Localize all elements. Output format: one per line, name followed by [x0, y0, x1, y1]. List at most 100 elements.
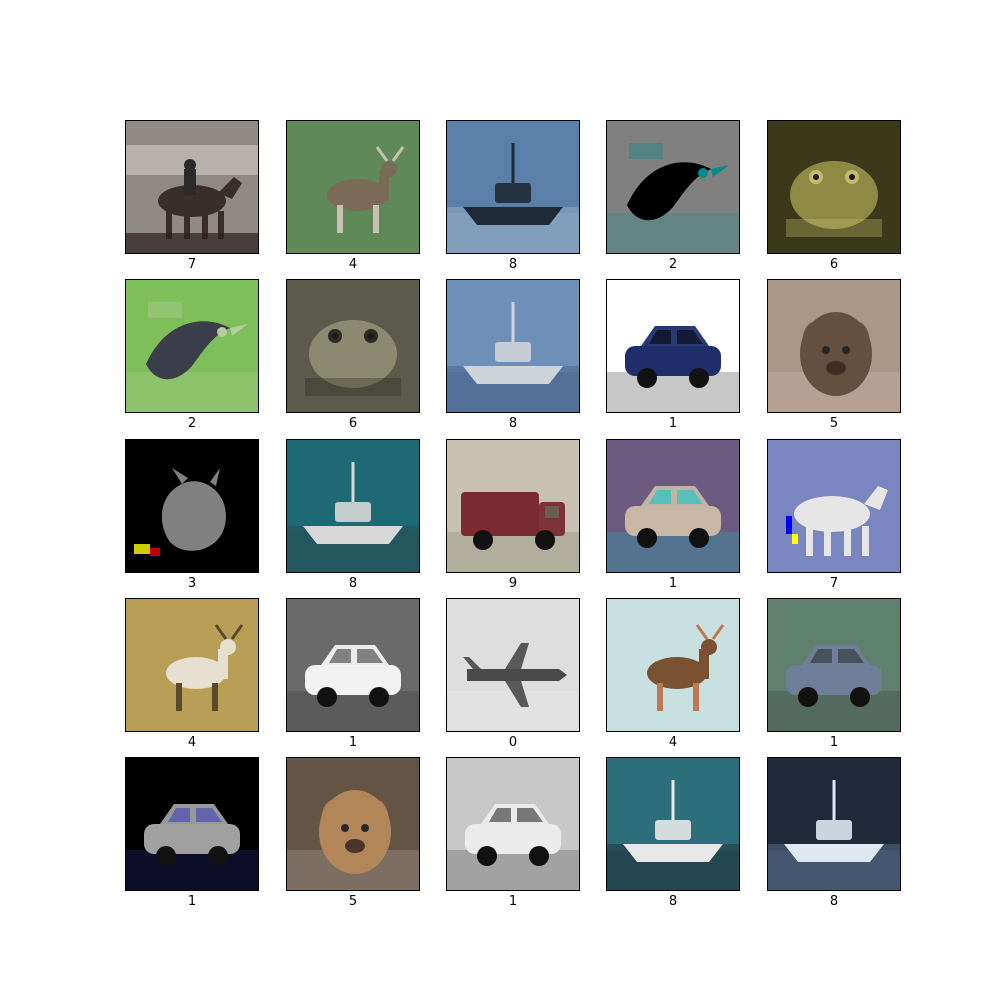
thumbnail-image — [125, 120, 259, 254]
class-label: 6 — [829, 257, 839, 272]
horse-rider-image — [126, 121, 258, 253]
class-label: 1 — [829, 735, 839, 750]
class-label: 5 — [829, 416, 839, 431]
ship-image — [768, 758, 900, 890]
grid-cell: 1 — [125, 757, 259, 912]
thumbnail-image — [125, 598, 259, 732]
frog-image — [768, 121, 900, 253]
thumbnail-image — [446, 757, 580, 891]
car-image — [607, 280, 739, 412]
grid-cell: 8 — [446, 279, 580, 434]
grid-cell: 4 — [286, 120, 420, 275]
grid-cell: 1 — [606, 439, 740, 594]
grid-cell: 3 — [125, 439, 259, 594]
class-label: 1 — [508, 894, 518, 909]
class-label: 8 — [829, 894, 839, 909]
grid-cell: 6 — [286, 279, 420, 434]
car-image — [287, 599, 419, 731]
grid-cell: 0 — [446, 598, 580, 753]
horse-image — [768, 440, 900, 572]
grid-cell: 4 — [125, 598, 259, 753]
cat-image — [126, 440, 258, 572]
ship-image — [447, 121, 579, 253]
grid-cell: 5 — [767, 279, 901, 434]
thumbnail-image — [767, 598, 901, 732]
thumbnail-image — [606, 279, 740, 413]
class-label: 8 — [508, 257, 518, 272]
car-image — [447, 758, 579, 890]
class-label: 4 — [348, 257, 358, 272]
thumbnail-image — [606, 439, 740, 573]
class-label: 7 — [829, 576, 839, 591]
class-label: 9 — [508, 576, 518, 591]
thumbnail-image — [446, 120, 580, 254]
grid-cell: 7 — [125, 120, 259, 275]
airplane-image — [447, 599, 579, 731]
grid-cell: 1 — [606, 279, 740, 434]
grid-cell: 9 — [446, 439, 580, 594]
grid-cell: 2 — [606, 120, 740, 275]
thumbnail-image — [125, 757, 259, 891]
grid-cell: 7 — [767, 439, 901, 594]
dog-image — [768, 280, 900, 412]
grid-cell: 8 — [606, 757, 740, 912]
thumbnail-image — [446, 279, 580, 413]
bird-image — [607, 121, 739, 253]
grid-cell: 8 — [286, 439, 420, 594]
thumbnail-image — [125, 439, 259, 573]
class-label: 6 — [348, 416, 358, 431]
class-label: 3 — [187, 576, 197, 591]
class-label: 2 — [187, 416, 197, 431]
deer-image — [287, 121, 419, 253]
thumbnail-image — [767, 279, 901, 413]
grid-cell: 1 — [446, 757, 580, 912]
thumbnail-image — [606, 757, 740, 891]
thumbnail-image — [446, 598, 580, 732]
ship-image — [287, 440, 419, 572]
thumbnail-image — [286, 120, 420, 254]
thumbnail-image — [767, 120, 901, 254]
frog-image — [287, 280, 419, 412]
deer-image — [607, 599, 739, 731]
deer-image — [126, 599, 258, 731]
thumbnail-image — [606, 120, 740, 254]
class-label: 5 — [348, 894, 358, 909]
thumbnail-image — [767, 439, 901, 573]
class-label: 8 — [668, 894, 678, 909]
class-label: 4 — [668, 735, 678, 750]
grid-cell: 8 — [767, 757, 901, 912]
car-image — [126, 758, 258, 890]
class-label: 8 — [348, 576, 358, 591]
grid-cell: 6 — [767, 120, 901, 275]
thumbnail-image — [286, 757, 420, 891]
class-label: 8 — [508, 416, 518, 431]
truck-image — [447, 440, 579, 572]
grid-cell: 8 — [446, 120, 580, 275]
grid-cell: 1 — [286, 598, 420, 753]
car-image — [768, 599, 900, 731]
class-label: 1 — [668, 416, 678, 431]
class-label: 0 — [508, 735, 518, 750]
ship-image — [607, 758, 739, 890]
car-image — [607, 440, 739, 572]
grid-cell: 1 — [767, 598, 901, 753]
dog-image — [287, 758, 419, 890]
class-label: 1 — [187, 894, 197, 909]
class-label: 2 — [668, 257, 678, 272]
thumbnail-image — [125, 279, 259, 413]
bird-image — [126, 280, 258, 412]
grid-cell: 5 — [286, 757, 420, 912]
thumbnail-image — [767, 757, 901, 891]
class-label: 4 — [187, 735, 197, 750]
ship-image — [447, 280, 579, 412]
thumbnail-image — [286, 598, 420, 732]
class-label: 1 — [348, 735, 358, 750]
grid-cell: 4 — [606, 598, 740, 753]
grid-cell: 2 — [125, 279, 259, 434]
class-label: 7 — [187, 257, 197, 272]
thumbnail-image — [286, 439, 420, 573]
thumbnail-image — [286, 279, 420, 413]
thumbnail-image — [446, 439, 580, 573]
thumbnail-image — [606, 598, 740, 732]
